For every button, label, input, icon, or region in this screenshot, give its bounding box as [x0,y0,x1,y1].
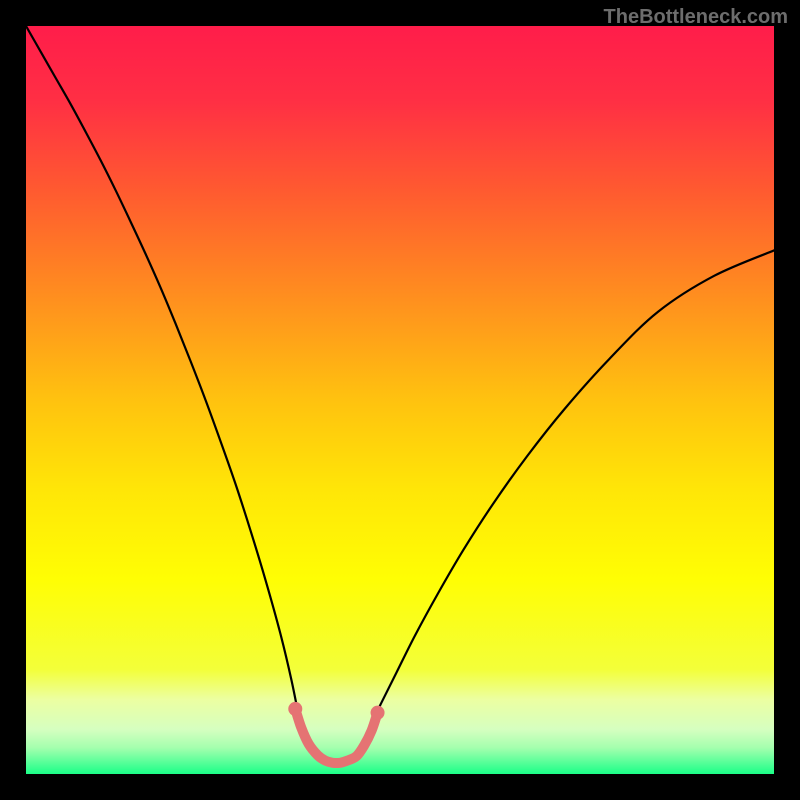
plot-area [26,26,774,774]
chart-canvas: TheBottleneck.com [0,0,800,800]
series-right-arm [370,250,774,725]
valley-cap-start [288,702,302,716]
series-left-arm [26,26,301,725]
watermark-text: TheBottleneck.com [604,6,788,29]
series-pink-valley-fit [295,709,377,763]
valley-cap-end [371,706,385,720]
chart-svg [26,26,774,774]
